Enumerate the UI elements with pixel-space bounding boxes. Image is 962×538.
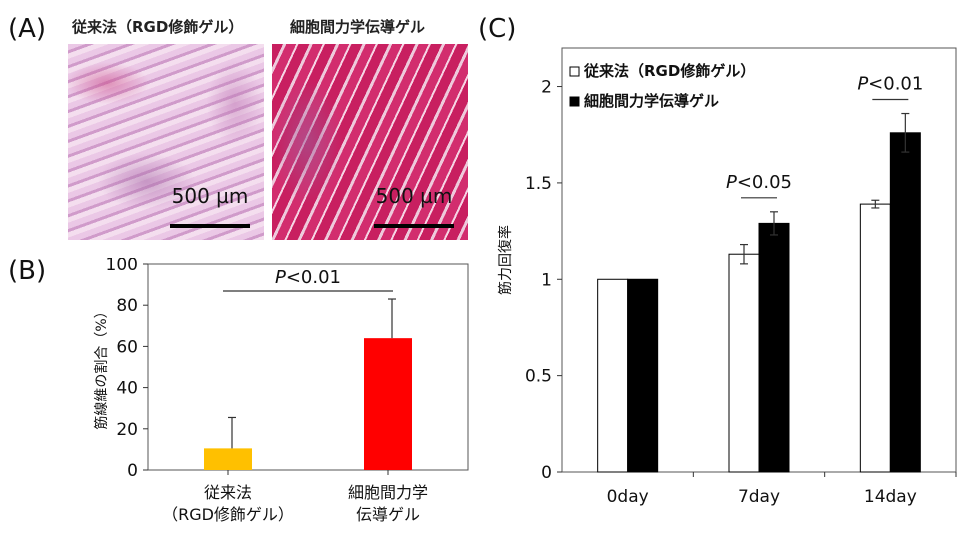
mechanotransduction-gel-caption: 細胞間力学伝導ゲル xyxy=(290,18,426,36)
bar-c xyxy=(627,278,659,473)
legend-label-c: 細胞間力学伝導ゲル xyxy=(584,92,719,110)
x-tick-label-b: （RGD修飾ゲル） xyxy=(162,505,294,524)
y-tick-label-c: 1 xyxy=(541,270,552,290)
bar-c xyxy=(758,222,790,473)
significance-label-c: P<0.05 xyxy=(726,172,792,193)
y-tick-label-b: 0 xyxy=(127,461,138,481)
y-axis-label-c: 筋力回復率 xyxy=(497,225,514,295)
y-tick-label-c: 2 xyxy=(541,78,552,98)
x-tick-label-b: 伝導ゲル xyxy=(356,505,420,524)
chart-c: 0 0.5 1 1.5 2 筋力回復率 0day 7day 14day P<0.05 P<0.01 従… xyxy=(497,47,957,507)
bar-c xyxy=(597,278,629,473)
conventional-gel-caption: 従来法（RGD修飾ゲル） xyxy=(72,18,244,36)
legend-label-c: 従来法（RGD修飾ゲル） xyxy=(583,62,755,80)
y-tick-label-b: 80 xyxy=(116,296,138,316)
panel-b-label: (B) xyxy=(8,256,47,286)
y-tick-label-c: 0 xyxy=(541,463,552,483)
x-tick-label-c: 0day xyxy=(607,487,649,507)
y-tick-label-b: 100 xyxy=(106,258,138,275)
panel-a-label: (A) xyxy=(8,14,47,44)
legend-swatch-c xyxy=(569,96,580,107)
x-tick-label-b: 従来法 xyxy=(204,483,252,502)
significance-label-b: P<0.01 xyxy=(275,267,341,288)
y-tick-label-b: 20 xyxy=(116,420,138,440)
significance-label-c: P<0.01 xyxy=(857,74,923,95)
scale-bar-a2: 500 µm xyxy=(368,182,460,234)
bar-b xyxy=(364,338,412,470)
y-axis-label-b: 筋線維の割合（%） xyxy=(93,304,110,429)
histology-image-mechanotransduction: 500 µm xyxy=(272,44,468,240)
bar-c xyxy=(889,132,921,473)
x-tick-label-c: 14day xyxy=(864,487,917,507)
bar-b xyxy=(204,448,252,470)
x-tick-label-b: 細胞間力学 xyxy=(348,483,428,502)
y-tick-label-b: 40 xyxy=(116,379,138,399)
scale-bar-a1: 500 µm xyxy=(164,182,256,234)
y-tick-label-b: 60 xyxy=(116,337,138,357)
chart-b: 0 20 40 60 80 100 筋線維の割合（%） 従来法 （RGD修飾ゲル） 細胞間力学伝導… xyxy=(93,258,469,524)
legend-swatch-c xyxy=(569,66,580,77)
y-tick-label-c: 1.5 xyxy=(525,174,552,194)
bar-c xyxy=(728,253,760,473)
plot-frame-b xyxy=(147,263,469,471)
x-tick-label-c: 7day xyxy=(738,487,780,507)
bar-c xyxy=(859,203,891,473)
panel-c-label: (C) xyxy=(478,14,517,44)
histology-image-conventional: 500 µm xyxy=(68,44,264,240)
y-tick-label-c: 0.5 xyxy=(525,367,552,387)
